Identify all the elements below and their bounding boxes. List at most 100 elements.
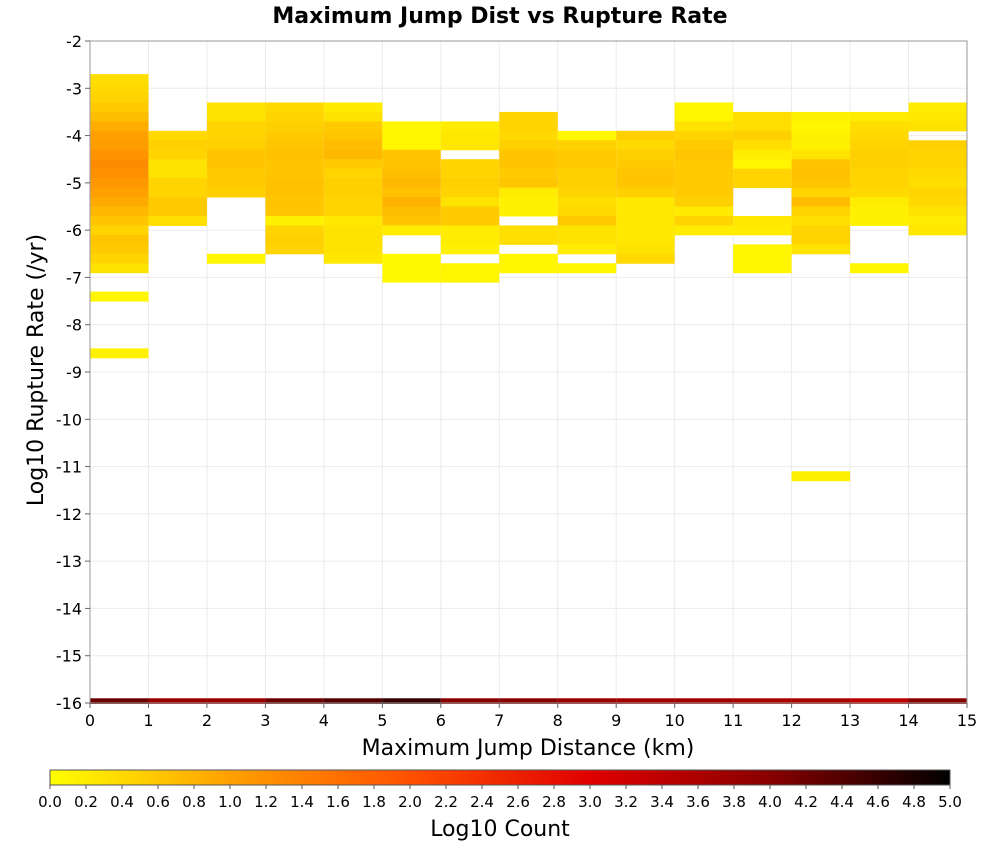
heatmap-cell (674, 178, 734, 189)
y-tick-label: -3 (66, 79, 82, 98)
heatmap-cell (850, 168, 909, 179)
heatmap-cell (499, 263, 558, 274)
heatmap-cell-bottom (908, 698, 967, 704)
heatmap-cell (90, 149, 149, 160)
heatmap-cell (908, 225, 967, 236)
heatmap-cell (90, 244, 149, 255)
heatmap-cell (908, 111, 967, 122)
heatmap-cell (440, 272, 500, 283)
heatmap-cell (557, 244, 617, 255)
heatmap-cell-bottom (382, 698, 441, 704)
heatmap-cell (440, 159, 500, 170)
heatmap-cell (148, 215, 207, 226)
heatmap-cell (265, 130, 324, 141)
heatmap-cell (265, 102, 324, 113)
heatmap-cell (265, 215, 324, 226)
x-tick-label: 12 (781, 711, 801, 730)
heatmap-cell (90, 197, 149, 207)
heatmap-cell (382, 263, 441, 274)
heatmap-cell (90, 168, 149, 179)
heatmap-cell (323, 206, 383, 217)
heatmap-cell (382, 140, 441, 151)
x-tick-label: 7 (494, 711, 504, 730)
colorbar-tick-label: 0.8 (182, 793, 206, 811)
y-tick-label: -2 (66, 32, 82, 51)
heatmap-cell (90, 102, 149, 113)
heatmap-cell (265, 178, 324, 189)
heatmap-cell (382, 225, 441, 236)
colorbar-tick-label: 2.8 (542, 793, 566, 811)
heatmap-cell (148, 149, 207, 160)
y-tick-label: -12 (56, 505, 82, 524)
colorbar-tick-label: 2.2 (434, 793, 458, 811)
heatmap-cell (323, 149, 383, 160)
heatmap-cell (791, 140, 851, 151)
heatmap-cell (674, 197, 734, 207)
colorbar-tick-label: 3.8 (722, 793, 746, 811)
heatmap-cell (908, 215, 967, 226)
heatmap-cell (323, 215, 383, 226)
heatmap-cell (850, 130, 909, 141)
heatmap-cell (90, 111, 149, 122)
heatmap-cell (791, 121, 851, 132)
colorbar-tick-label: 4.4 (830, 793, 854, 811)
heatmap-cell (323, 130, 383, 141)
heatmap-cell-bottom (499, 698, 558, 704)
heatmap-cell (265, 140, 324, 151)
heatmap-cell (499, 140, 558, 151)
heatmap-cell (206, 102, 266, 113)
heatmap-cell (90, 178, 149, 189)
colorbar-tick-label: 1.0 (218, 793, 242, 811)
heatmap-cell (791, 206, 851, 217)
heatmap-cell (908, 206, 967, 217)
heatmap-cell (323, 168, 383, 179)
heatmap-cell (616, 244, 675, 255)
colorbar-tick-label: 1.8 (362, 793, 386, 811)
heatmap-cell (499, 168, 558, 179)
heatmap-cell (850, 215, 909, 226)
heatmap-cell (206, 159, 266, 170)
heatmap-cell (850, 149, 909, 160)
heatmap-cell (148, 159, 207, 170)
heatmap-cell (616, 178, 675, 189)
heatmap-cell (557, 234, 617, 245)
y-tick-label: -6 (66, 221, 82, 240)
heatmap-cell (791, 149, 851, 160)
heatmap-cell-bottom (850, 698, 909, 704)
heatmap-cell (265, 121, 324, 132)
heatmap-cell (733, 225, 792, 236)
heatmap-cell (616, 225, 675, 236)
heatmap-cell (733, 263, 792, 274)
heatmap-cell (265, 197, 324, 207)
heatmap-cell (90, 187, 149, 198)
heatmap-cell (206, 149, 266, 160)
heatmap-cell (616, 140, 675, 151)
heatmap-cell (674, 130, 734, 141)
heatmap-cell (206, 130, 266, 141)
heatmap-cell (148, 206, 207, 217)
heatmap-cell (265, 149, 324, 160)
colorbar-tick-label: 2.0 (398, 793, 422, 811)
heatmap-cell (499, 253, 558, 264)
y-tick-label: -15 (56, 647, 82, 666)
heatmap-cell (265, 244, 324, 255)
heatmap-cell (382, 130, 441, 141)
heatmap-cell (90, 93, 149, 103)
x-tick-label: 9 (611, 711, 621, 730)
colorbar-tick-label: 0.0 (38, 793, 62, 811)
heatmap-cell (90, 263, 149, 274)
heatmap-cell (265, 225, 324, 236)
heatmap-cell (791, 197, 851, 207)
heatmap-cell (791, 225, 851, 236)
heatmap-cell (791, 244, 851, 255)
heatmap-cell (90, 206, 149, 217)
heatmap-cell (791, 187, 851, 198)
heatmap-cell (674, 215, 734, 226)
heatmap-cell (382, 206, 441, 217)
heatmap-cell (206, 168, 266, 179)
heatmap-cell (323, 253, 383, 264)
heatmap-cell (499, 159, 558, 170)
heatmap-cell (206, 253, 266, 264)
heatmap-cell (557, 215, 617, 226)
heatmap-cell (674, 187, 734, 198)
